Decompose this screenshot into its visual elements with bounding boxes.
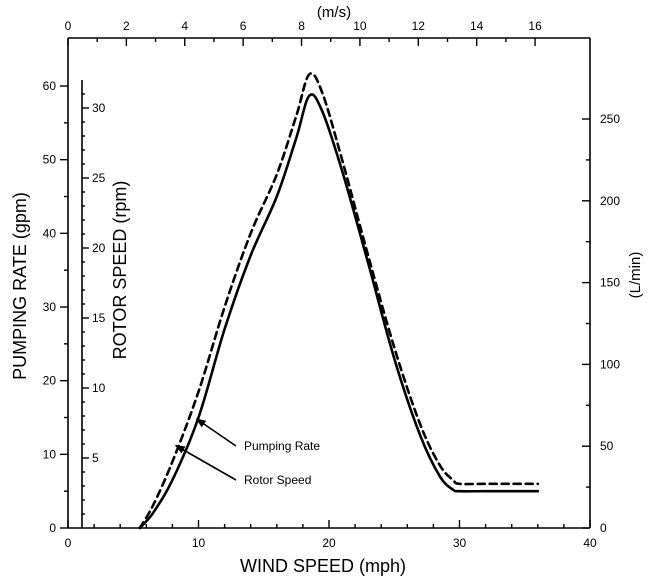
x2-tick-label: 14 bbox=[470, 19, 484, 33]
x2-tick-label: 2 bbox=[123, 19, 130, 33]
annotation-label-pumping-rate: Pumping Rate bbox=[244, 439, 320, 453]
annotation-label-rotor-speed: Rotor Speed bbox=[244, 473, 311, 487]
y-tick-label: 50 bbox=[43, 153, 57, 167]
x-tick-label: 30 bbox=[453, 536, 467, 550]
x2-tick-label: 4 bbox=[181, 19, 188, 33]
y3-tick-label: 200 bbox=[600, 194, 620, 208]
y3-tick-label: 100 bbox=[600, 357, 620, 371]
y3-axis-title: (L/min) bbox=[627, 252, 644, 299]
x-axis-title: WIND SPEED (mph) bbox=[240, 556, 406, 576]
y-tick-label: 40 bbox=[43, 226, 57, 240]
y-tick-label: 60 bbox=[43, 79, 57, 93]
annotation-arrow-pumping-rate bbox=[195, 418, 237, 447]
annotation-layer: Pumping Rate Rotor Speed bbox=[174, 418, 320, 487]
x2-tick-label: 10 bbox=[353, 19, 367, 33]
y2-axis-title: ROTOR SPEED (rpm) bbox=[110, 181, 130, 360]
x-tick-label: 20 bbox=[322, 536, 336, 550]
y2-tick-label: 15 bbox=[92, 311, 106, 325]
series-line-pumping-rate bbox=[138, 72, 540, 530]
axes-layer: 0 10 20 30 400 2 4 6 8 10 12 14 16010203040506051015… bbox=[43, 19, 621, 550]
x2-axis-title: (m/s) bbox=[317, 4, 351, 21]
annotation-arrow-rotor-speed bbox=[174, 444, 237, 481]
x2-tick-label: 16 bbox=[528, 19, 542, 33]
series-layer bbox=[138, 72, 540, 530]
y-tick-label: 10 bbox=[43, 447, 57, 461]
y3-tick-label: 0 bbox=[600, 521, 607, 535]
y2-tick-label: 30 bbox=[92, 101, 106, 115]
x2-tick-label: 12 bbox=[412, 19, 426, 33]
x-tick-label: 40 bbox=[583, 536, 597, 550]
x-tick-label: 0 bbox=[65, 536, 72, 550]
x2-tick-label: 8 bbox=[298, 19, 305, 33]
y2-tick-label: 20 bbox=[92, 241, 106, 255]
y3-tick-label: 250 bbox=[600, 112, 620, 126]
y3-tick-label: 150 bbox=[600, 276, 620, 290]
series-line-rotor-speed bbox=[138, 93, 540, 530]
x-tick-label: 10 bbox=[192, 536, 206, 550]
y2-tick-label: 10 bbox=[92, 381, 106, 395]
y-tick-label: 20 bbox=[43, 374, 57, 388]
y-tick-label: 30 bbox=[43, 300, 57, 314]
x2-tick-label: 0 bbox=[65, 19, 72, 33]
y3-tick-label: 50 bbox=[600, 439, 614, 453]
x2-tick-label: 6 bbox=[240, 19, 247, 33]
y-axis-title: PUMPING RATE (gpm) bbox=[10, 192, 30, 380]
y2-tick-label: 5 bbox=[92, 451, 99, 465]
y-tick-label: 0 bbox=[49, 521, 56, 535]
y2-tick-label: 25 bbox=[92, 171, 106, 185]
